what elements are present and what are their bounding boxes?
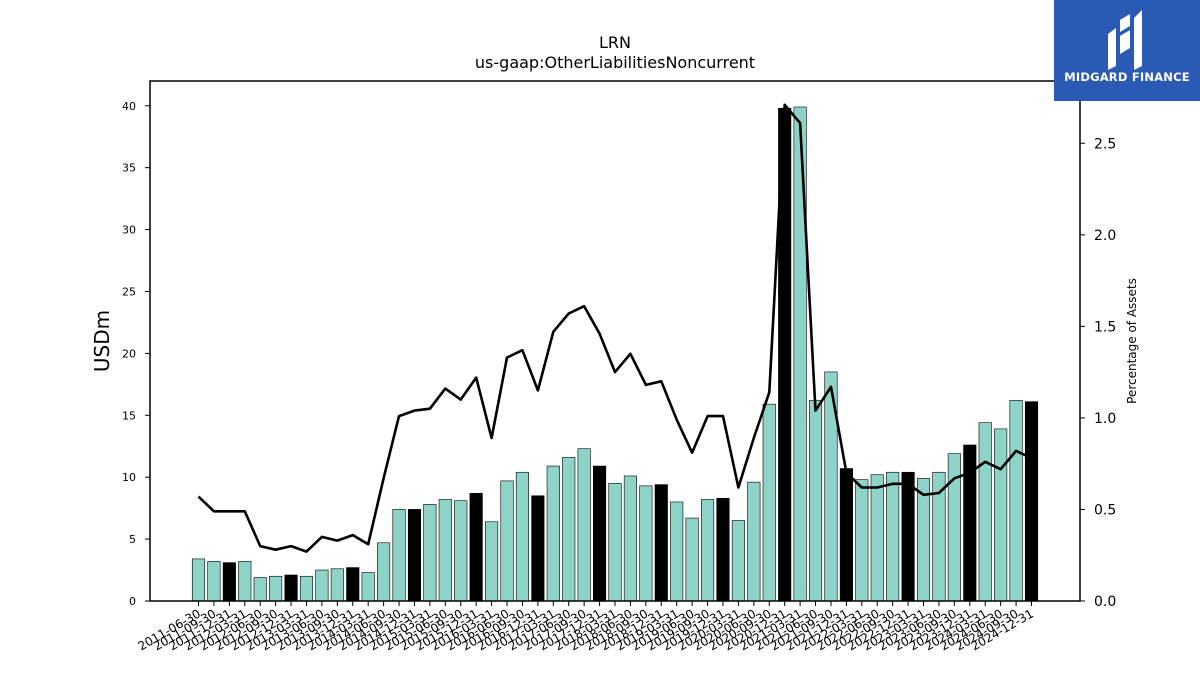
bar bbox=[469, 492, 483, 602]
x-axis: 2011-06-302011-09-302011-12-312012-03-31… bbox=[136, 601, 1036, 653]
bar bbox=[222, 562, 236, 602]
bar bbox=[685, 517, 699, 602]
bar bbox=[839, 468, 853, 602]
y-tick-label: 10 bbox=[122, 471, 136, 484]
bar bbox=[284, 574, 298, 602]
y-tick-label: 5 bbox=[129, 533, 136, 546]
bar bbox=[577, 448, 591, 602]
y2-tick-label: 2.0 bbox=[1094, 228, 1116, 244]
bar bbox=[253, 577, 267, 602]
bar bbox=[546, 465, 560, 602]
bar bbox=[716, 497, 730, 602]
bar bbox=[1024, 401, 1039, 602]
bar bbox=[392, 509, 406, 602]
y-tick-label: 15 bbox=[122, 409, 136, 422]
bar bbox=[916, 478, 931, 602]
bar bbox=[747, 481, 761, 602]
y2-tick-label: 0.5 bbox=[1094, 502, 1116, 518]
line-percentage-of-assets bbox=[197, 103, 1033, 553]
y-tick-label: 0 bbox=[129, 595, 136, 608]
bar bbox=[346, 567, 360, 602]
bar bbox=[994, 428, 1008, 602]
bar bbox=[654, 484, 668, 602]
bar bbox=[454, 500, 468, 602]
bar bbox=[639, 485, 653, 602]
bar bbox=[438, 499, 452, 602]
bar bbox=[870, 474, 884, 602]
line-series bbox=[197, 103, 1033, 553]
bar bbox=[531, 495, 545, 602]
right-axis: 0.0 0.5 1.0 1.5 2.0 2.5 bbox=[1080, 136, 1116, 610]
left-axis: 0 5 10 15 20 25 30 35 40 bbox=[122, 100, 150, 608]
bar bbox=[423, 504, 437, 602]
y-tick-label: 35 bbox=[122, 162, 136, 175]
bar bbox=[593, 465, 607, 602]
y-tick-label: 40 bbox=[122, 100, 136, 113]
bar bbox=[361, 572, 375, 602]
bar bbox=[1009, 400, 1023, 602]
bar bbox=[269, 575, 283, 602]
y2-tick-label: 1.0 bbox=[1094, 411, 1116, 427]
bar bbox=[407, 509, 422, 602]
bar bbox=[330, 568, 344, 602]
y2-tick-label: 2.5 bbox=[1094, 136, 1116, 152]
y-axis-label: USDm bbox=[90, 310, 114, 372]
bar bbox=[315, 569, 329, 602]
chart-subtitle: us-gaap:OtherLiabilitiesNoncurrent bbox=[475, 53, 755, 72]
bar bbox=[623, 475, 637, 602]
bar bbox=[191, 558, 206, 602]
bar bbox=[670, 501, 684, 602]
bar bbox=[901, 471, 915, 602]
y-tick-label: 20 bbox=[122, 347, 136, 360]
bar bbox=[562, 457, 576, 602]
midgard-m-logo-icon bbox=[1108, 10, 1142, 70]
bar bbox=[731, 520, 745, 602]
bar bbox=[701, 499, 715, 602]
y-tick-label: 25 bbox=[122, 285, 136, 298]
bar bbox=[886, 471, 900, 602]
bar bbox=[500, 480, 514, 602]
y2-axis-label: Percentage of Assets bbox=[1125, 278, 1139, 404]
bar bbox=[808, 400, 823, 602]
chart-title: LRN bbox=[599, 33, 631, 52]
bar bbox=[238, 561, 252, 602]
y2-tick-label: 0.0 bbox=[1094, 594, 1116, 610]
brand-name: MIDGARD FINANCE bbox=[1064, 70, 1190, 84]
bar bbox=[207, 561, 221, 602]
y2-tick-label: 1.5 bbox=[1094, 319, 1116, 335]
brand-logo: MIDGARD FINANCE bbox=[1054, 0, 1200, 101]
bar bbox=[515, 471, 529, 602]
bar bbox=[485, 521, 499, 602]
bar bbox=[762, 403, 776, 602]
y-tick-label: 30 bbox=[122, 224, 136, 237]
bar-series bbox=[191, 106, 1039, 602]
bar bbox=[855, 479, 869, 602]
bar bbox=[608, 483, 622, 602]
bar bbox=[299, 575, 314, 602]
bar bbox=[978, 422, 992, 602]
bar bbox=[377, 542, 391, 602]
